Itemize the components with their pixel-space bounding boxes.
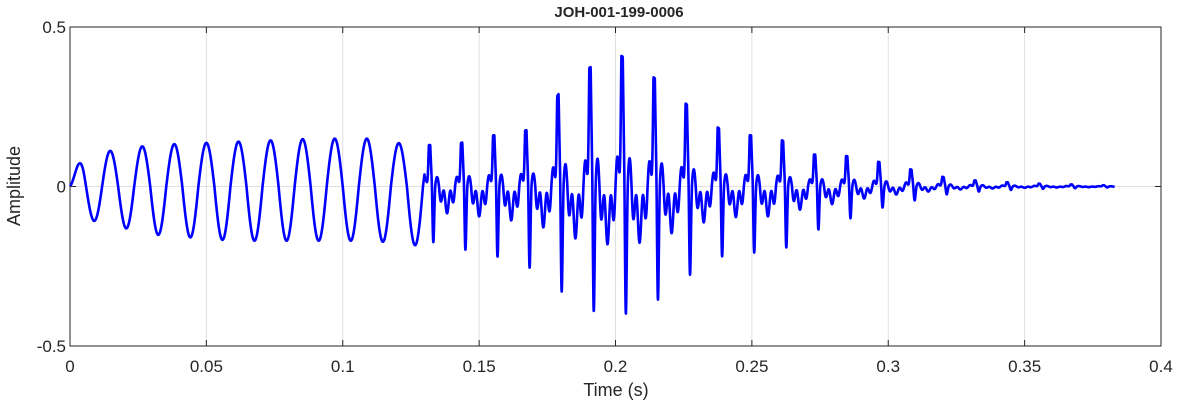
- x-tick-label: 0.3: [876, 357, 900, 376]
- x-tick-label: 0: [65, 357, 74, 376]
- x-tick-label: 0.15: [463, 357, 496, 376]
- x-tick-label: 0.2: [604, 357, 628, 376]
- x-axis-ticks: 0 0.05 0.1 0.15 0.2 0.25 0.3 0.35 0.4: [65, 27, 1173, 376]
- waveform-series-line: [68, 54, 1116, 315]
- x-tick-label: 0.05: [190, 357, 223, 376]
- chart-title: JOH-001-199-0006: [554, 4, 683, 21]
- x-axis-label: Time (s): [583, 380, 648, 400]
- y-axis-ticks: -0.5 0 0.5: [37, 18, 1161, 356]
- series-layer: [68, 54, 1116, 315]
- y-tick-label: 0.5: [42, 18, 66, 37]
- x-tick-label: 0.1: [331, 357, 355, 376]
- y-tick-label: 0: [57, 178, 66, 197]
- x-tick-label: 0.35: [1008, 357, 1041, 376]
- x-tick-label: 0.25: [735, 357, 768, 376]
- x-tick-label: 0.4: [1149, 357, 1173, 376]
- y-axis-label: Amplitude: [4, 146, 24, 226]
- y-tick-label: -0.5: [37, 337, 66, 356]
